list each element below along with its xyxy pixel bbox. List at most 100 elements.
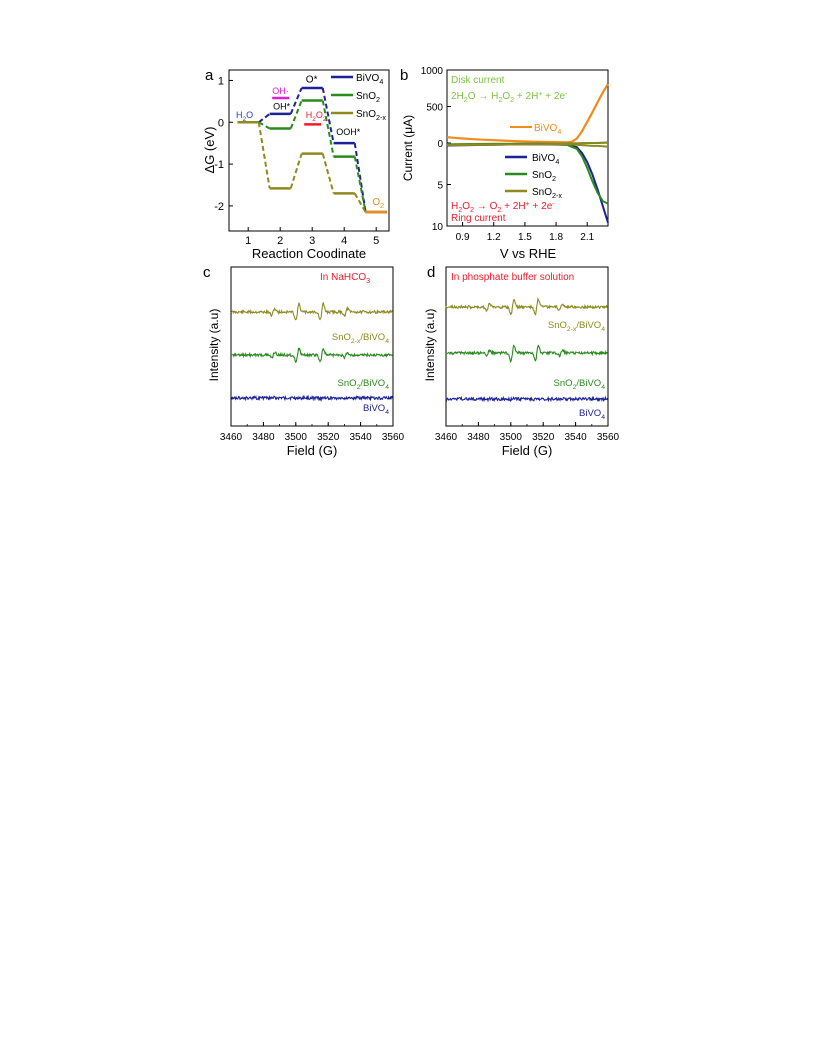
x-tick-label: 3540	[349, 432, 372, 443]
series-label: SnO2-x/BiVO4	[548, 320, 605, 333]
ring-reaction: H2O2 → O2 + 2H+ + 2e-	[451, 199, 555, 214]
panel-b-xlabel: V vs RHE	[500, 246, 557, 261]
panel-d: d 3460 3480 3500 3520 3540 3560 In phosphate b…	[423, 264, 620, 458]
y-tick-label: 10	[432, 222, 444, 233]
y-tick-label: 5	[437, 181, 443, 192]
energy-connector	[258, 113, 271, 124]
energy-connector	[258, 121, 271, 130]
panel-title: In phosphate buffer solution	[451, 272, 574, 283]
legend-label: SnO2	[356, 91, 380, 104]
legend-label: SnO2	[532, 170, 556, 183]
x-tick-label: 3500	[285, 432, 308, 443]
annotation-h2o: H2O	[236, 110, 253, 123]
disk-series-line	[446, 83, 609, 144]
x-tick-label: 2	[277, 235, 283, 247]
ring-title: Ring current	[451, 213, 506, 224]
x-tick-label: 1	[245, 235, 251, 247]
x-tick-label: 5	[373, 235, 379, 247]
x-tick-label: 3500	[500, 432, 523, 443]
ring-series-line	[446, 142, 609, 205]
energy-connector	[257, 122, 271, 189]
panel-d-xlabel: Field (G)	[502, 443, 553, 458]
annotation-o2: O2	[372, 197, 384, 210]
x-tick-label: 2.1	[580, 232, 594, 243]
panel-a-xlabel: Reaction Coodinate	[252, 246, 366, 261]
series-label: SnO2-x/BiVO4	[332, 332, 389, 345]
x-tick-label: 3520	[532, 432, 555, 443]
panel-b-frame	[446, 69, 609, 227]
energy-connector	[321, 87, 335, 144]
series-label: BiVO4	[579, 408, 605, 421]
panel-c: c 3460 3480 3500 3520 3540 3560 In NaHCO3 SnO2-…	[203, 264, 405, 458]
panel-a-frame	[228, 69, 390, 232]
panel-b: b 0.9 1.2 1.5 1.8 2.1 500 1000 0 5 10 Disk current…	[400, 66, 609, 261]
x-tick-label: 3540	[564, 432, 587, 443]
panel-title: In NaHCO3	[320, 272, 370, 285]
panel-a-ylabel: ΔG (eV)	[202, 127, 217, 174]
energy-connector	[289, 153, 303, 189]
x-tick-label: 3460	[435, 432, 458, 443]
esr-spectrum	[445, 344, 608, 364]
y-tick-label: -1	[214, 159, 224, 171]
legend-label: SnO2-x	[356, 109, 386, 122]
x-tick-label: 3520	[317, 432, 340, 443]
energy-connector	[353, 156, 367, 213]
y-tick-label: 1000	[421, 66, 444, 77]
esr-spectrum	[445, 395, 609, 403]
ring-series-line	[446, 143, 609, 148]
energy-connector	[289, 100, 303, 129]
panel-c-xlabel: Field (G)	[287, 443, 338, 458]
esr-spectrum	[445, 297, 609, 316]
annotation-h2o2: H2O2	[306, 110, 327, 123]
esr-spectrum	[230, 394, 394, 402]
panel-b-letter: b	[400, 67, 408, 84]
annotation-ooh-star: OOH*	[336, 127, 361, 137]
y-tick-label: 500	[426, 103, 443, 114]
disk-reaction: 2H2O → H2O2 + 2H+ + 2e-	[451, 89, 568, 104]
x-tick-label: 3560	[597, 432, 620, 443]
series-label: SnO2/BiVO4	[554, 378, 606, 391]
orange-label: BiVO4	[534, 123, 561, 136]
energy-connector	[353, 192, 367, 213]
y-tick-label: -2	[214, 201, 224, 213]
legend-label: SnO2-x	[532, 187, 562, 200]
panel-d-plot: 3460 3480 3500 3520 3540 3560 In phosphate buf…	[435, 272, 620, 443]
x-tick-label: 0.9	[456, 232, 470, 243]
panel-c-ylabel: Intensity (a.u)	[207, 309, 221, 382]
panel-c-plot: 3460 3480 3500 3520 3540 3560 In NaHCO3 SnO2-x/…	[220, 272, 405, 443]
annotation-oh-radical: OH·	[272, 86, 289, 96]
energy-connector	[353, 143, 367, 213]
series-label: BiVO4	[363, 403, 389, 416]
panel-d-ylabel: Intensity (a.u)	[423, 309, 437, 382]
annotation-o-star: O*	[306, 75, 318, 86]
energy-connector	[321, 153, 335, 194]
annotation-oh-star: OH*	[273, 102, 291, 112]
x-tick-label: 1.2	[487, 232, 501, 243]
x-tick-label: 1.8	[549, 232, 563, 243]
panel-a: a 1 2 3 4 5 -2 -1 0 1 H2O OH· OH* O* H2O2 OOH* O2 BiVO4 S…	[202, 67, 390, 261]
esr-spectrum	[230, 347, 393, 363]
energy-connector	[289, 87, 303, 115]
x-tick-label: 3560	[382, 432, 405, 443]
panel-d-letter: d	[427, 264, 435, 281]
energy-connector	[321, 100, 335, 157]
legend-label: BiVO4	[532, 153, 559, 166]
panel-a-letter: a	[205, 67, 214, 84]
panel-b-plot: 0.9 1.2 1.5 1.8 2.1 500 1000 0 5 10 Disk current 2H…	[421, 66, 609, 243]
y-tick-label: 1	[218, 75, 224, 87]
series-label: SnO2/BiVO4	[338, 378, 390, 391]
x-tick-label: 3480	[467, 432, 490, 443]
x-tick-label: 4	[341, 235, 347, 247]
panel-b-ylabel: Current (μA)	[401, 115, 415, 181]
x-tick-label: 1.5	[518, 232, 532, 243]
y-tick-label: 0	[437, 139, 443, 150]
esr-spectrum	[230, 301, 393, 321]
x-tick-label: 3480	[252, 432, 275, 443]
panel-a-plot: 1 2 3 4 5 -2 -1 0 1 H2O OH· OH* O* H2O2 OOH* O2 BiVO4 SnO…	[214, 73, 387, 247]
legend-label: BiVO4	[356, 73, 383, 86]
y-tick-label: 0	[218, 117, 224, 129]
panel-d-frame	[445, 266, 609, 427]
x-tick-label: 3460	[220, 432, 243, 443]
panel-c-letter: c	[203, 264, 211, 281]
